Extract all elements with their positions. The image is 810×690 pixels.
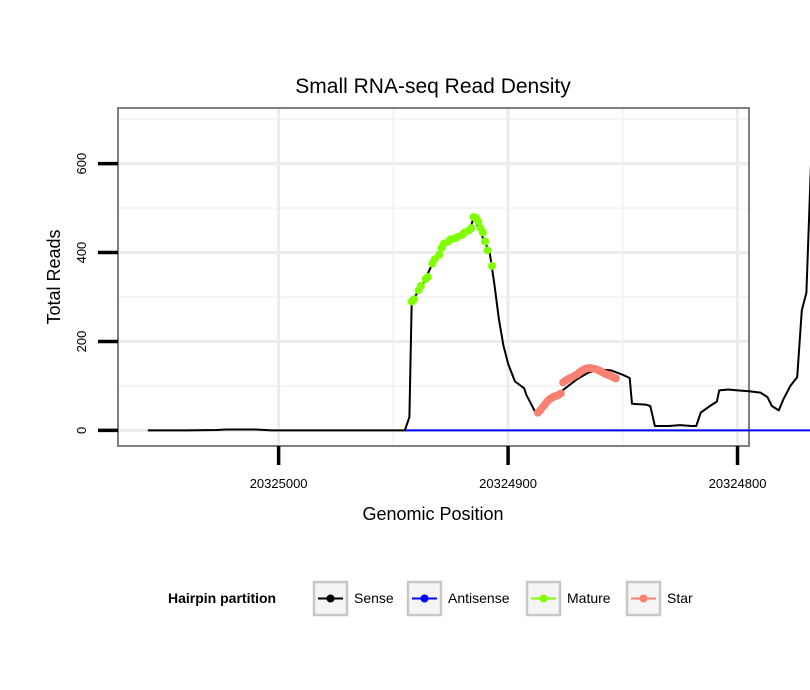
series-point-mature [435, 250, 444, 259]
legend-label: Sense [354, 590, 394, 606]
plot-panel [117, 107, 750, 447]
y-axis: 0 200 400 600 [74, 153, 118, 434]
legend-key-point [639, 594, 648, 603]
series-layer [147, 163, 810, 432]
legend-item-star: Star [625, 580, 693, 617]
series-point-mature [423, 273, 432, 281]
series-point-mature [488, 261, 497, 270]
y-tick-label: 0 [74, 427, 89, 434]
series-point-mature [478, 228, 487, 237]
y-tick-label: 600 [74, 153, 89, 175]
x-axis: 20325000 20324900 20324800 [250, 446, 767, 491]
series-point-star [611, 374, 620, 383]
x-tick-label: 20324800 [709, 476, 767, 491]
y-tick-label: 400 [74, 242, 89, 264]
legend-key-point [420, 594, 429, 603]
legend-key-point [539, 594, 548, 603]
y-axis-label: Total Reads [44, 229, 64, 324]
legend-key-point [326, 594, 335, 603]
series-point-mature [409, 295, 418, 304]
series-point-mature [467, 224, 476, 233]
series-point-mature [481, 237, 490, 246]
legend: Hairpin partition Sense Antisense Mature St… [168, 580, 693, 617]
legend-title: Hairpin partition [168, 590, 276, 606]
series-point-mature [416, 281, 425, 290]
x-tick-label: 20325000 [250, 476, 308, 491]
y-tick-label: 200 [74, 331, 89, 353]
legend-label: Mature [567, 590, 611, 606]
legend-label: Antisense [448, 590, 510, 606]
series-point-mature [474, 217, 483, 226]
legend-item-mature: Mature [525, 580, 611, 617]
chart-title: Small RNA-seq Read Density [295, 75, 571, 98]
series-point-star [556, 389, 565, 398]
x-axis-label: Genomic Position [362, 504, 503, 524]
legend-label: Star [667, 590, 693, 606]
legend-item-antisense: Antisense [406, 580, 510, 617]
series-point-mature [483, 246, 492, 255]
x-tick-label: 20324900 [479, 476, 537, 491]
legend-items: Sense Antisense Mature Star [312, 580, 693, 617]
legend-item-sense: Sense [312, 580, 394, 617]
